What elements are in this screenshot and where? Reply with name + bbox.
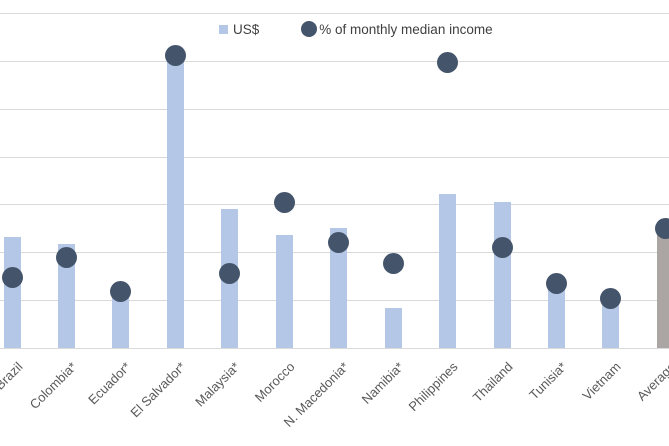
gridline [0, 156, 669, 158]
x-axis-line [0, 348, 669, 349]
gridline [0, 60, 669, 62]
bar-swatch-icon [219, 24, 228, 34]
legend-item-percent-income: % of monthly median income [301, 21, 493, 37]
dot-el-salvador [164, 44, 186, 66]
bar-average [656, 235, 669, 348]
bar-morocco [275, 235, 293, 348]
dot-malaysia [219, 263, 241, 285]
gridline [0, 13, 669, 14]
legend-item-us-dollar: US$ [219, 22, 259, 37]
bar-brazil [3, 236, 21, 348]
bar-vietnam [602, 304, 620, 348]
dot-vietnam [600, 287, 622, 309]
dot-ecuador [110, 281, 132, 303]
bar-tunisia [548, 288, 565, 348]
dot-colombia [55, 246, 77, 268]
dot-brazil [1, 266, 23, 288]
bar-namibia [384, 307, 402, 348]
legend-label-us-dollar: US$ [233, 21, 260, 37]
dot-average [654, 218, 669, 240]
bar-el-salvador [166, 57, 184, 348]
gridline [0, 108, 669, 110]
legend-label-percent-income: % of monthly median income [319, 21, 493, 37]
bar-philippines [439, 193, 457, 348]
dot-morocco [273, 192, 295, 214]
dot-tunisia [546, 273, 567, 295]
dot-namibia [382, 253, 404, 275]
chart-legend: US$ % of monthly median income [219, 21, 493, 37]
gridline [0, 204, 669, 206]
dot-philippines [437, 52, 459, 74]
bar-ecuador [112, 296, 130, 348]
bar-colombia [57, 243, 75, 348]
bar-n-macedonia [330, 227, 348, 348]
dot-swatch-icon [301, 21, 318, 37]
bar-thailand [493, 201, 511, 348]
dot-n-macedonia [328, 231, 350, 253]
dot-thailand [491, 237, 513, 258]
